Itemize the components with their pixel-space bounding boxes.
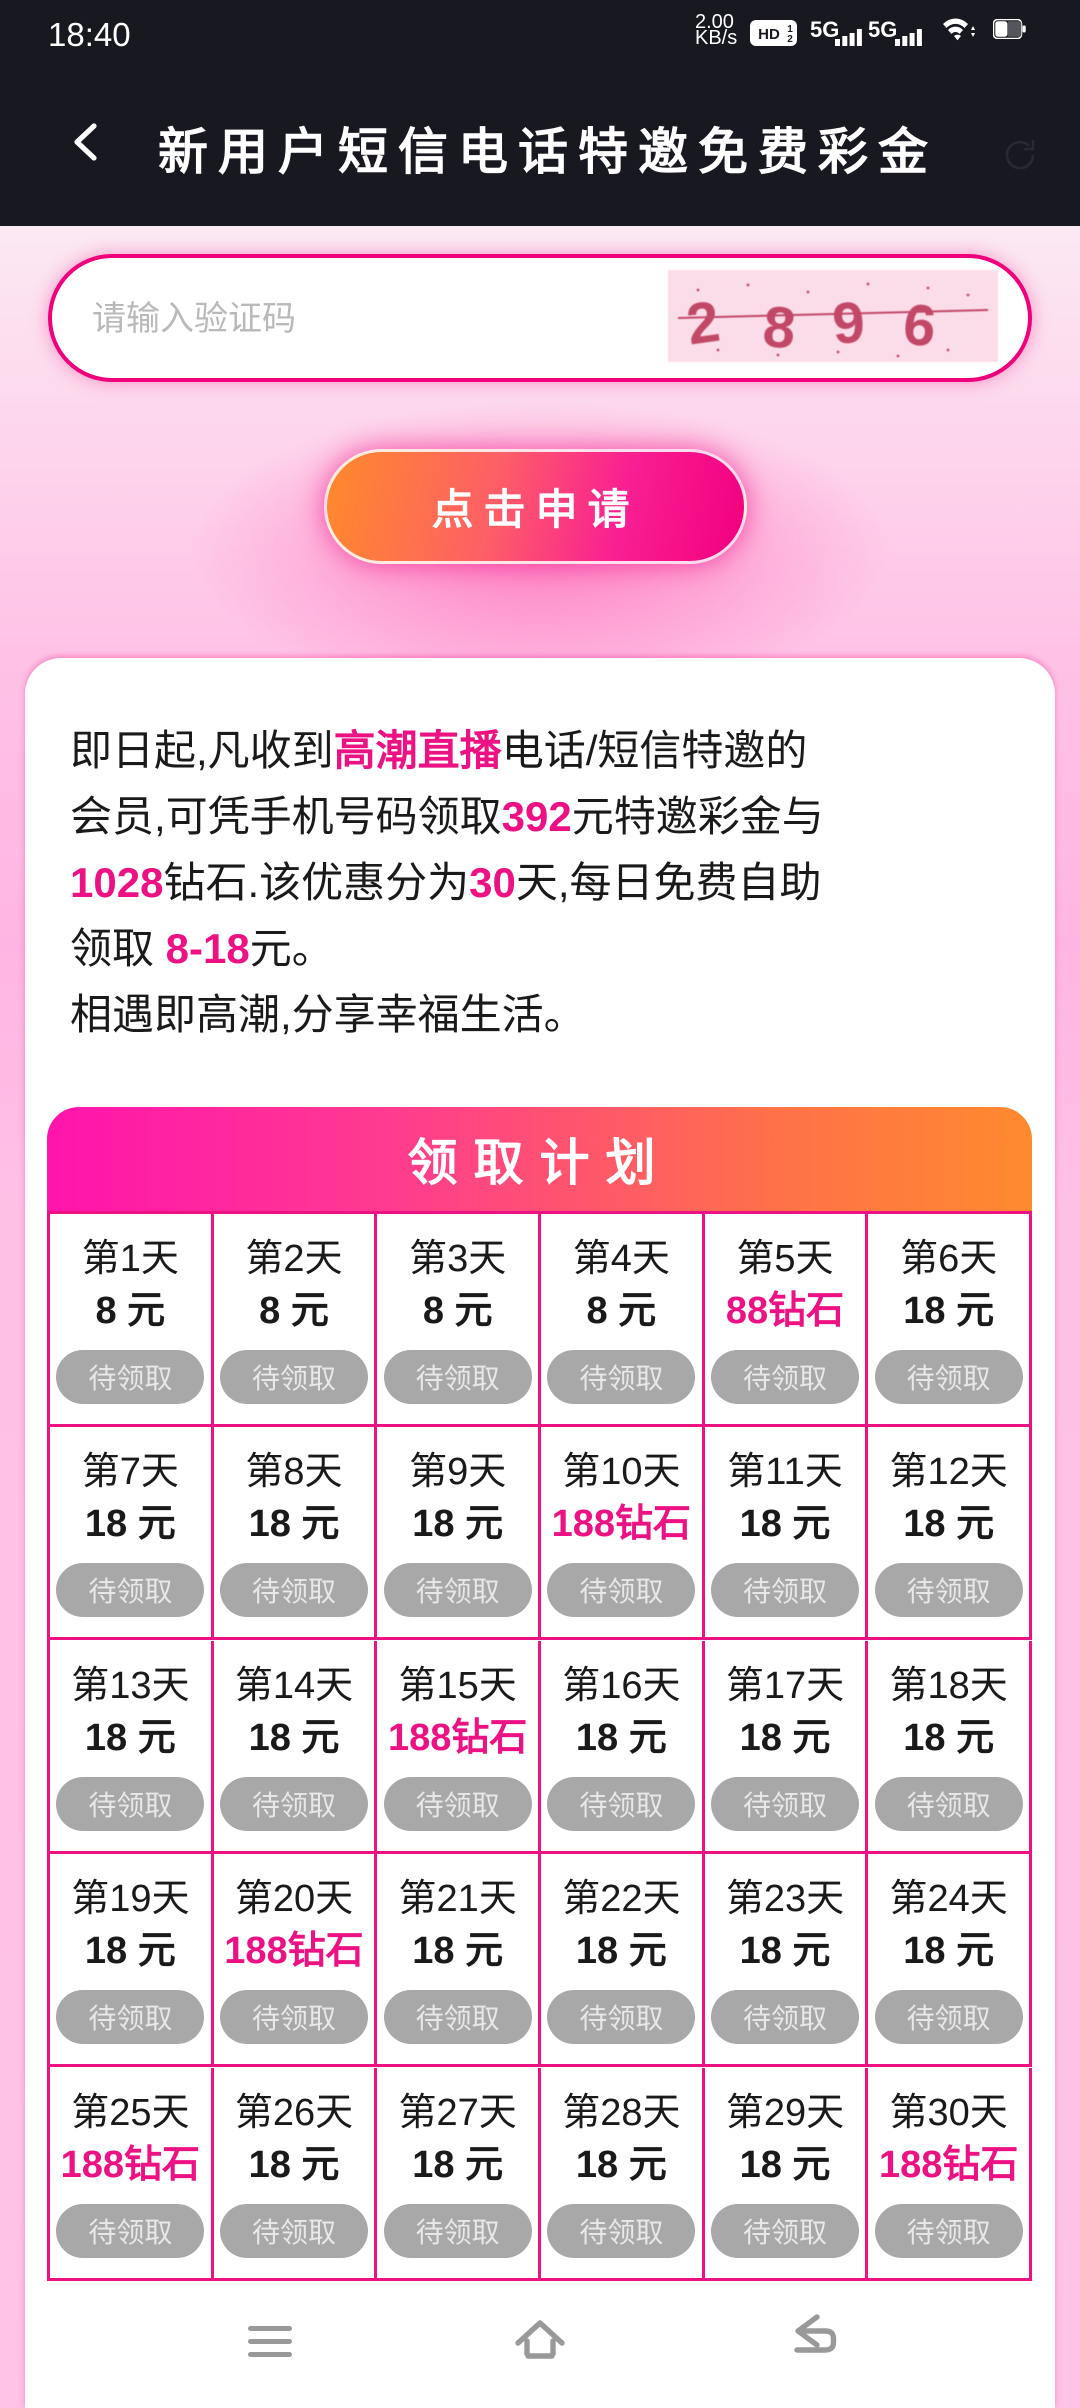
svg-text:9: 9 <box>830 290 867 357</box>
svg-text:2: 2 <box>787 34 793 45</box>
svg-text:6: 6 <box>900 292 939 360</box>
svg-text:2: 2 <box>683 289 724 358</box>
svg-text:8: 8 <box>760 294 798 362</box>
svg-text:HD: HD <box>758 26 780 43</box>
